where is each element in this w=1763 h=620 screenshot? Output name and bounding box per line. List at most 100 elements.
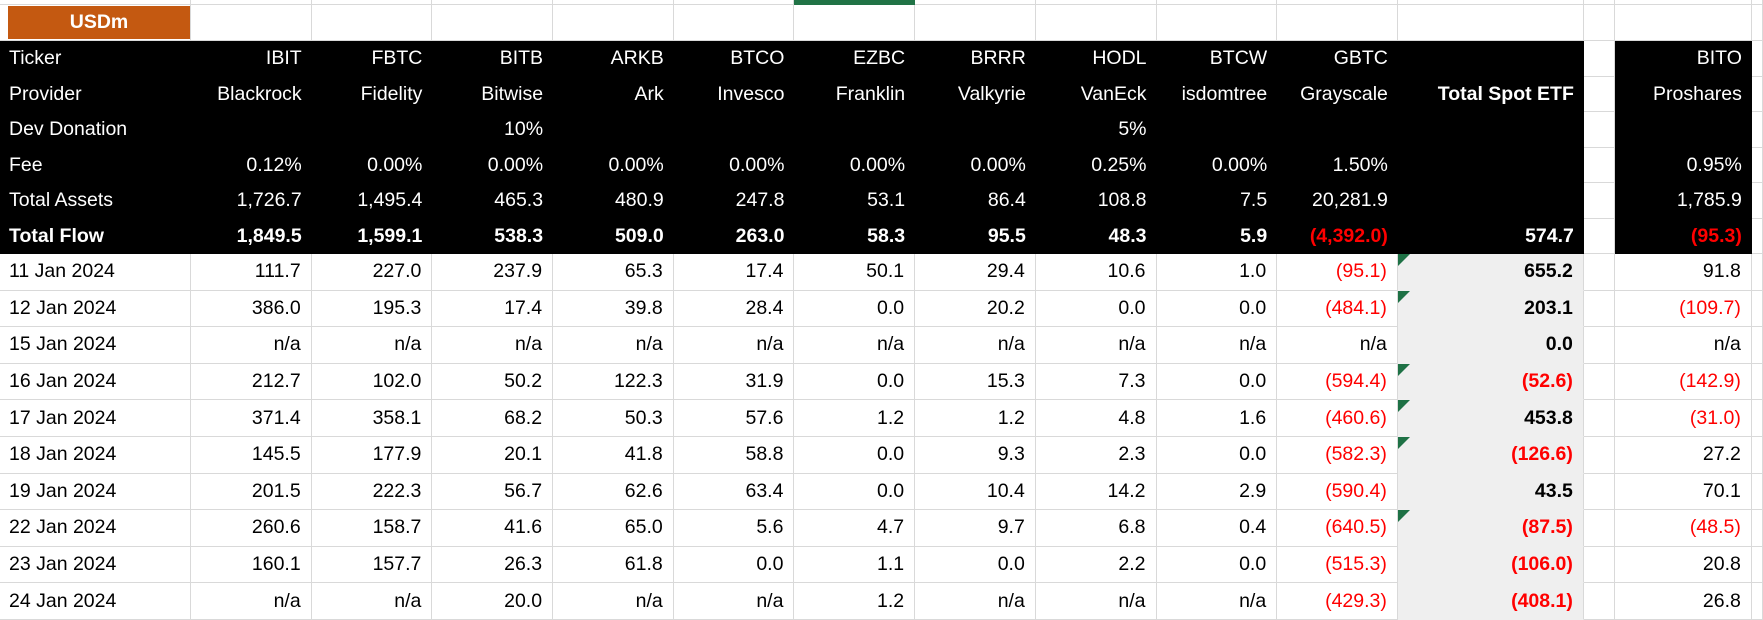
flow-cell-ARKB[interactable]: 65.3	[553, 254, 674, 291]
flow-cell-BITO[interactable]: (109.7)	[1614, 290, 1752, 328]
flow-cell-IBIT[interactable]: 371.4	[191, 400, 312, 437]
flow-cell-BRRR[interactable]: 20.2	[915, 290, 1036, 328]
total-spot-cell[interactable]: (87.5)	[1397, 510, 1584, 547]
flow-cell-GBTC[interactable]: (594.4)	[1277, 363, 1398, 401]
cell-fee-IBIT[interactable]: 0.12%	[191, 147, 312, 183]
flow-cell-BRRR[interactable]: 1.2	[915, 400, 1036, 437]
cell-ticker-BTCO[interactable]: BTCO	[673, 41, 795, 77]
flow-cell-BRRR[interactable]: 9.3	[915, 436, 1036, 474]
flow-cell-FBTC[interactable]: 157.7	[311, 546, 433, 584]
flow-cell-BITB[interactable]: 68.2	[432, 400, 554, 437]
flow-cell-BTCO[interactable]: 28.4	[673, 290, 795, 328]
date-cell[interactable]: 16 Jan 2024	[0, 363, 191, 401]
flow-cell-BTCO[interactable]: 17.4	[673, 254, 795, 291]
cell-dev_donation-BITO[interactable]	[1614, 112, 1752, 148]
spreadsheet-cell[interactable]	[1614, 5, 1752, 41]
cell-total_flow-BTCW[interactable]: 5.9	[1156, 218, 1278, 254]
flow-cell-GBTC[interactable]: (640.5)	[1277, 510, 1398, 547]
date-cell[interactable]: 17 Jan 2024	[0, 400, 191, 437]
total-spot-cell[interactable]: 0.0	[1397, 327, 1584, 364]
total-spot-cell[interactable]: 453.8	[1397, 400, 1584, 437]
flow-cell-EZBC[interactable]: 1.1	[794, 546, 916, 584]
total-spot-cell[interactable]: (106.0)	[1397, 546, 1584, 584]
total-spot-cell[interactable]: (408.1)	[1397, 583, 1584, 620]
flow-cell-ARKB[interactable]: 41.8	[553, 436, 674, 474]
date-cell[interactable]: 15 Jan 2024	[0, 327, 191, 364]
flow-cell-BITB[interactable]: n/a	[432, 327, 554, 364]
date-cell[interactable]: 22 Jan 2024	[0, 510, 191, 547]
flow-cell-IBIT[interactable]: 260.6	[191, 510, 312, 547]
cell-dev_donation-total-spot-etf[interactable]	[1397, 112, 1584, 148]
row-label-dev_donation[interactable]: Dev Donation	[0, 112, 191, 148]
date-cell[interactable]: 18 Jan 2024	[0, 436, 191, 474]
flow-cell-EZBC[interactable]: n/a	[794, 327, 916, 364]
flow-cell-IBIT[interactable]: 201.5	[191, 473, 312, 511]
cell-ticker-EZBC[interactable]: EZBC	[794, 41, 916, 77]
cell-dev_donation-BRRR[interactable]	[915, 112, 1036, 148]
total-spot-cell[interactable]: 655.2	[1397, 254, 1584, 291]
cell-fee-FBTC[interactable]: 0.00%	[311, 147, 433, 183]
cell-total_flow-EZBC[interactable]: 58.3	[794, 218, 916, 254]
flow-cell-BTCW[interactable]: 1.6	[1156, 400, 1278, 437]
cell-total_assets-BITB[interactable]: 465.3	[432, 183, 554, 219]
cell-dev_donation-IBIT[interactable]	[191, 112, 312, 148]
flow-cell-BTCW[interactable]: 0.0	[1156, 290, 1278, 328]
cell-provider-BRRR[interactable]: Valkyrie	[915, 76, 1036, 112]
cell-total_flow-IBIT[interactable]: 1,849.5	[191, 218, 312, 254]
flow-cell-BRRR[interactable]: 10.4	[915, 473, 1036, 511]
total-spot-cell[interactable]: 203.1	[1397, 290, 1584, 328]
flow-cell-IBIT[interactable]: 212.7	[191, 363, 312, 401]
flow-cell-BTCW[interactable]: 1.0	[1156, 254, 1278, 291]
flow-cell-BITO[interactable]: 27.2	[1614, 436, 1752, 474]
flow-cell-GBTC[interactable]: (429.3)	[1277, 583, 1398, 620]
cell-dev_donation-GBTC[interactable]	[1277, 112, 1398, 148]
flow-cell-BTCW[interactable]: 0.0	[1156, 436, 1278, 474]
flow-cell-BTCO[interactable]: 31.9	[673, 363, 795, 401]
flow-cell-BITO[interactable]: 70.1	[1614, 473, 1752, 511]
flow-cell-ARKB[interactable]: 50.3	[553, 400, 674, 437]
cell-total_flow-BTCO[interactable]: 263.0	[673, 218, 795, 254]
flow-cell-ARKB[interactable]: 39.8	[553, 290, 674, 328]
cell-total_flow-FBTC[interactable]: 1,599.1	[311, 218, 433, 254]
date-cell[interactable]: 19 Jan 2024	[0, 473, 191, 511]
flow-cell-BTCW[interactable]: n/a	[1156, 583, 1278, 620]
cell-total_assets-BITO[interactable]: 1,785.9	[1614, 183, 1752, 219]
cell-ticker-BTCW[interactable]: BTCW	[1156, 41, 1278, 77]
flow-cell-FBTC[interactable]: 158.7	[311, 510, 433, 547]
cell-total_assets-GBTC[interactable]: 20,281.9	[1277, 183, 1398, 219]
flow-cell-BITO[interactable]: (48.5)	[1614, 510, 1752, 547]
flow-cell-ARKB[interactable]: 62.6	[553, 473, 674, 511]
cell-fee-HODL[interactable]: 0.25%	[1035, 147, 1157, 183]
row-label-total_assets[interactable]: Total Assets	[0, 183, 191, 219]
flow-cell-BTCW[interactable]: 0.0	[1156, 363, 1278, 401]
cell-provider-IBIT[interactable]: Blackrock	[191, 76, 312, 112]
date-cell[interactable]: 23 Jan 2024	[0, 546, 191, 584]
flow-cell-IBIT[interactable]: n/a	[191, 583, 312, 620]
cell-ticker-BRRR[interactable]: BRRR	[915, 41, 1036, 77]
flow-cell-BTCO[interactable]: 5.6	[673, 510, 795, 547]
flow-cell-FBTC[interactable]: 358.1	[311, 400, 433, 437]
cell-total_flow-BRRR[interactable]: 95.5	[915, 218, 1036, 254]
flow-cell-FBTC[interactable]: 102.0	[311, 363, 433, 401]
flow-cell-FBTC[interactable]: 195.3	[311, 290, 433, 328]
flow-cell-GBTC[interactable]: (590.4)	[1277, 473, 1398, 511]
cell-provider-HODL[interactable]: VanEck	[1035, 76, 1157, 112]
flow-cell-HODL[interactable]: 2.2	[1035, 546, 1157, 584]
flow-cell-GBTC[interactable]: (460.6)	[1277, 400, 1398, 437]
flow-cell-BITB[interactable]: 20.0	[432, 583, 554, 620]
flow-cell-BTCO[interactable]: 63.4	[673, 473, 795, 511]
flow-cell-BTCW[interactable]: n/a	[1156, 327, 1278, 364]
total-spot-cell[interactable]: (52.6)	[1397, 363, 1584, 401]
flow-cell-BITO[interactable]: n/a	[1614, 327, 1752, 364]
cell-provider-BTCO[interactable]: Invesco	[673, 76, 795, 112]
cell-total_assets-BTCW[interactable]: 7.5	[1156, 183, 1278, 219]
spreadsheet-cell[interactable]	[1397, 5, 1584, 41]
flow-cell-EZBC[interactable]: 1.2	[794, 400, 916, 437]
cell-dev_donation-BITB[interactable]: 10%	[432, 112, 554, 148]
flow-cell-BRRR[interactable]: 15.3	[915, 363, 1036, 401]
flow-cell-BITB[interactable]: 26.3	[432, 546, 554, 584]
flow-cell-ARKB[interactable]: n/a	[553, 327, 674, 364]
cell-ticker-HODL[interactable]: HODL	[1035, 41, 1157, 77]
flow-cell-BTCW[interactable]: 2.9	[1156, 473, 1278, 511]
cell-ticker-IBIT[interactable]: IBIT	[191, 41, 312, 77]
